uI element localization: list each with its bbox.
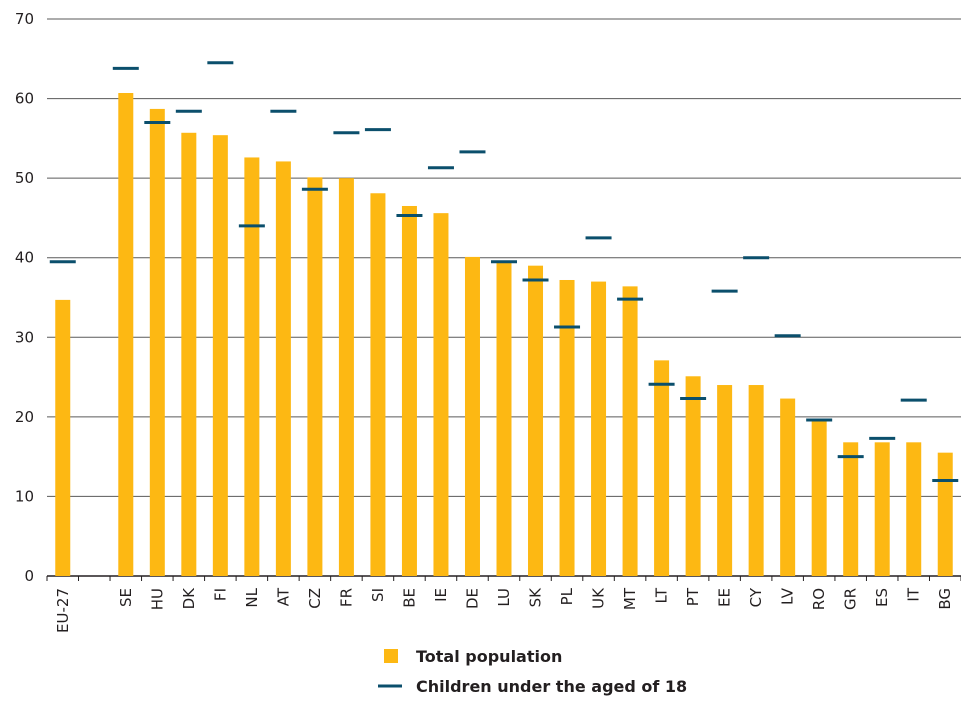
x-tick-label: SI: [369, 588, 387, 602]
bar-total-population: [748, 385, 764, 576]
y-tick-label: 0: [24, 567, 34, 585]
x-tick-label: EE: [716, 588, 734, 607]
bar-total-population: [433, 213, 449, 576]
x-tick-label: SK: [527, 587, 545, 608]
bar-total-population: [338, 178, 354, 576]
x-tick-label: DK: [180, 587, 198, 610]
bar-total-population: [717, 385, 733, 576]
x-tick-label: LU: [495, 588, 513, 607]
legend: Total population Children under the aged…: [378, 647, 687, 696]
x-axis-ticks: EU-27 SE HU DK FI NL AT CZ FR SI BE IE DE LU SK PL UK MT L…: [46, 576, 961, 633]
bar-total-population: [370, 193, 386, 577]
y-tick-label: 50: [15, 169, 34, 187]
bar-total-population: [464, 256, 480, 576]
x-tick-label: BG: [936, 588, 954, 610]
bar-total-population: [654, 360, 670, 576]
child-markers: [49, 61, 959, 483]
gridlines: [47, 18, 961, 577]
y-tick-label: 30: [15, 328, 34, 346]
bar-total-population: [843, 442, 859, 576]
bar-total-population: [244, 157, 260, 576]
x-tick-label: LV: [779, 587, 797, 605]
bar-total-population: [591, 281, 607, 576]
bar-total-population: [212, 135, 228, 576]
bar-total-population: [181, 132, 197, 576]
bar-total-population: [811, 419, 827, 576]
y-tick-label: 60: [15, 90, 34, 108]
x-tick-label: IT: [905, 587, 923, 601]
bars: [55, 93, 953, 577]
x-tick-label: PL: [558, 587, 576, 605]
legend-label-children: Children under the aged of 18: [416, 677, 687, 696]
y-tick-label: 70: [15, 10, 34, 28]
bar-total-population: [780, 398, 796, 576]
x-tick-label: CY: [747, 587, 765, 607]
bar-total-population: [149, 108, 165, 576]
x-tick-label: NL: [243, 587, 261, 607]
x-tick-label: CZ: [306, 588, 324, 609]
y-tick-label: 20: [15, 408, 34, 426]
legend-label-total-population: Total population: [416, 647, 562, 666]
x-tick-label: DE: [463, 588, 481, 609]
x-tick-label: SE: [117, 588, 135, 607]
x-tick-label: HU: [148, 588, 166, 610]
x-tick-label: BE: [400, 588, 418, 608]
x-tick-label: UK: [590, 587, 608, 609]
bar-total-population: [906, 442, 922, 576]
y-tick-label: 10: [15, 487, 34, 505]
legend-swatch-total-population: [384, 649, 398, 663]
x-tick-label: GR: [842, 588, 860, 610]
bar-total-population: [937, 452, 953, 576]
x-tick-label: AT: [274, 587, 292, 606]
bar-total-population: [874, 442, 890, 576]
x-tick-label: IE: [432, 588, 450, 602]
bar-total-population: [275, 161, 291, 576]
x-tick-label: LT: [653, 587, 671, 603]
bar-total-population: [55, 299, 71, 576]
bar-total-population: [118, 93, 134, 576]
x-tick-label: MT: [621, 587, 639, 610]
bar-total-population: [307, 177, 323, 576]
x-tick-label: FI: [211, 588, 229, 601]
x-tick-label: FR: [337, 588, 355, 607]
bar-total-population: [622, 286, 638, 576]
bar-total-population: [559, 279, 575, 576]
y-axis-ticks: 0 10 20 30 40 50 60 70: [15, 10, 34, 585]
x-tick-label: PT: [684, 587, 702, 606]
y-tick-label: 40: [15, 249, 34, 267]
bar-total-population: [528, 265, 544, 576]
bar-total-population: [401, 205, 417, 576]
x-tick-label: EU-27: [54, 588, 72, 633]
bar-total-population: [496, 260, 512, 576]
bar-total-population: [685, 376, 701, 576]
x-tick-label: ES: [873, 588, 891, 607]
x-tick-label: RO: [810, 588, 828, 610]
